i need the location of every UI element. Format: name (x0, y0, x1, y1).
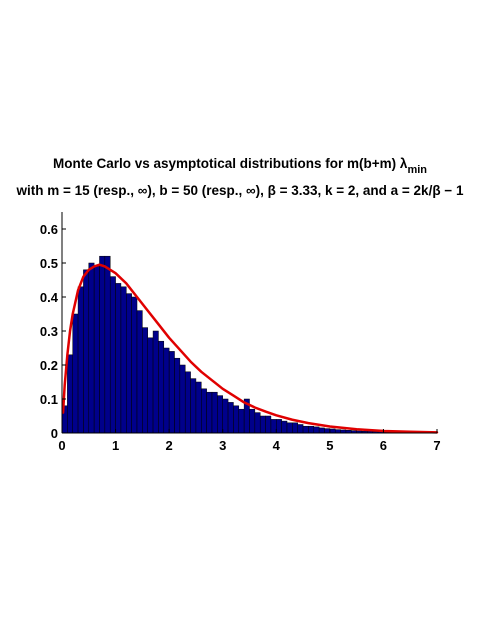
histogram-bar (292, 422, 298, 434)
histogram-bar (77, 286, 84, 434)
histogram-bar (334, 429, 341, 434)
histogram-bar (313, 426, 320, 434)
histogram-bar (222, 398, 229, 434)
chart-title-line2: with m = 15 (resp., ∞), b = 50 (resp., ∞… (16, 183, 464, 198)
histogram-bar (329, 428, 336, 434)
histogram-bar (184, 371, 191, 434)
histogram-bar (201, 388, 207, 434)
histogram-bar (115, 283, 122, 434)
histogram-bar (276, 419, 282, 434)
histogram-bar (93, 266, 100, 434)
histogram-bar (302, 425, 309, 434)
histogram-bar (126, 293, 132, 434)
histogram-bar (83, 269, 90, 434)
histogram-bar (120, 286, 127, 434)
histogram-bar (109, 276, 116, 434)
histogram-bar (227, 402, 234, 434)
histogram-bar (136, 310, 143, 434)
histogram-bar (211, 391, 218, 434)
y-tick-label: 0.2 (40, 358, 58, 373)
y-tick-label: 0.4 (40, 290, 59, 305)
histogram-bar (147, 337, 154, 434)
tick-labels: 0 1 2 3 4 5 6 7 0 0.1 0.2 0.3 0.4 0.5 0.6 (40, 222, 441, 453)
histogram-bar (72, 313, 79, 434)
histogram-bar (286, 422, 293, 434)
x-tick-label: 7 (433, 438, 440, 453)
histogram-bar (297, 424, 304, 434)
y-tick-label: 0 (51, 426, 58, 441)
histogram-bar (259, 415, 266, 434)
histogram-bar (238, 408, 245, 434)
x-tick-label: 3 (219, 438, 226, 453)
histogram-bar (152, 330, 159, 434)
y-tick-label: 0.6 (40, 222, 58, 237)
histogram-bar (158, 340, 165, 434)
histogram-bar (163, 347, 170, 434)
histogram-bar (190, 378, 197, 434)
chart-title-line1-subscript: min (407, 164, 427, 176)
histogram-bars (61, 255, 422, 434)
x-tick-label: 0 (58, 438, 65, 453)
histogram-bar (104, 255, 111, 434)
histogram-bar (233, 405, 240, 434)
histogram-bar (308, 425, 315, 434)
histogram-bar (270, 419, 277, 434)
x-tick-label: 2 (166, 438, 173, 453)
axes (61, 212, 438, 434)
chart-title-line1-main: Monte Carlo vs asymptotical distribution… (53, 156, 408, 171)
x-tick-label: 1 (112, 438, 119, 453)
y-tick-label: 0.1 (40, 392, 58, 407)
x-tick-label: 4 (273, 438, 281, 453)
histogram-bar (254, 412, 261, 434)
y-tick-label: 0.5 (40, 256, 58, 271)
histogram-bar (99, 255, 106, 434)
histogram-bar (217, 395, 223, 434)
chart-title-line1: Monte Carlo vs asymptotical distribution… (53, 156, 427, 176)
y-tick-label: 0.3 (40, 324, 58, 339)
histogram-bar (174, 357, 181, 434)
histogram-bar (281, 420, 288, 434)
x-tick-label: 5 (326, 438, 333, 453)
asymptotic-curve-layer (61, 263, 439, 434)
histogram-bar (88, 262, 95, 434)
histogram-bar (168, 351, 175, 434)
histogram-bar (265, 415, 272, 434)
histogram-bar (67, 354, 73, 434)
histogram-bar (179, 364, 186, 434)
histogram-bar (206, 391, 213, 434)
histogram-bar (195, 381, 202, 434)
histogram-bar (142, 327, 148, 434)
histogram-bar (324, 428, 331, 434)
histogram-bar (318, 427, 325, 434)
histogram-bar (131, 296, 138, 434)
x-tick-label: 6 (380, 438, 387, 453)
asymptotic-density-curve (61, 263, 439, 434)
histogram-bar (249, 408, 256, 434)
